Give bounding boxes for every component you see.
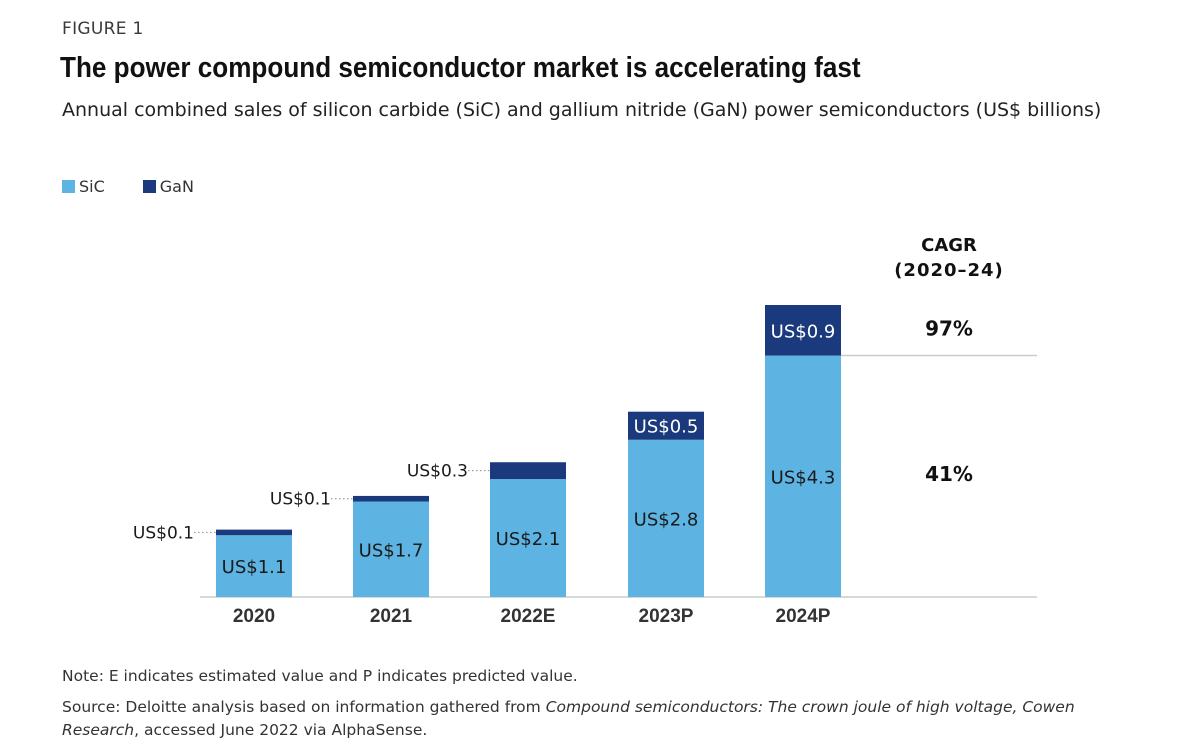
data-label-gan-2024P: US$0.9 xyxy=(771,321,836,342)
bar-sic-2020 xyxy=(216,535,292,597)
data-label-gan-2020: US$0.1 xyxy=(133,523,194,543)
figure-label: FIGURE 1 xyxy=(62,19,144,39)
data-label-gan-2022E: US$0.3 xyxy=(407,462,468,482)
source-prefix: Source: Deloitte analysis based on infor… xyxy=(62,698,546,716)
source-italic: Compound semiconductors: The crown joule… xyxy=(62,698,1075,739)
data-label-sic-2022E: US$2.1 xyxy=(496,529,561,550)
legend-swatch-sic xyxy=(62,180,75,193)
data-label-gan-2021: US$0.1 xyxy=(270,490,331,510)
cagr-value-gan: 97% xyxy=(925,316,973,340)
chart-subtitle: Annual combined sales of silicon carbide… xyxy=(62,99,1102,121)
x-tick-label-2020: 2020 xyxy=(233,606,275,627)
cagr-value-sic: 41% xyxy=(925,462,973,486)
legend-item-gan: GaN xyxy=(142,177,194,196)
data-label-sic-2024P: US$4.3 xyxy=(771,467,836,488)
legend: SiC GaN xyxy=(62,177,194,196)
data-label-sic-2021: US$1.7 xyxy=(359,540,424,561)
bar-gan-2024P xyxy=(765,305,841,356)
bar-sic-2023P xyxy=(628,439,704,597)
bar-gan-2022E xyxy=(490,462,566,480)
x-tick-label-2022E: 2022E xyxy=(501,606,556,627)
legend-item-sic: SiC xyxy=(62,177,105,196)
bar-sic-2021 xyxy=(353,501,429,597)
x-tick-label-2024P: 2024P xyxy=(776,606,831,627)
bar-gan-2023P xyxy=(628,411,704,440)
data-label-gan-2023P: US$0.5 xyxy=(634,417,699,438)
data-label-sic-2020: US$1.1 xyxy=(222,557,287,578)
bar-sic-2024P xyxy=(765,355,841,597)
x-tick-label-2021: 2021 xyxy=(370,606,413,627)
bar-gan-2020 xyxy=(216,529,292,536)
chart-title: The power compound semiconductor market … xyxy=(60,52,861,84)
chart-note: Note: E indicates estimated value and P … xyxy=(62,667,578,685)
source-suffix: , accessed June 2022 via AlphaSense. xyxy=(134,721,428,739)
legend-swatch-gan xyxy=(142,180,156,193)
bar-gan-2021 xyxy=(353,495,429,502)
x-tick-label-2023P: 2023P xyxy=(639,606,694,627)
legend-label-sic: SiC xyxy=(79,177,105,196)
bar-sic-2022E xyxy=(490,479,566,597)
cagr-period: (2020–24) xyxy=(894,260,1004,281)
data-label-sic-2023P: US$2.8 xyxy=(634,509,699,530)
cagr-title: CAGR xyxy=(921,235,977,256)
legend-label-gan: GaN xyxy=(159,177,194,196)
chart-source: Source: Deloitte analysis based on infor… xyxy=(62,696,1142,742)
